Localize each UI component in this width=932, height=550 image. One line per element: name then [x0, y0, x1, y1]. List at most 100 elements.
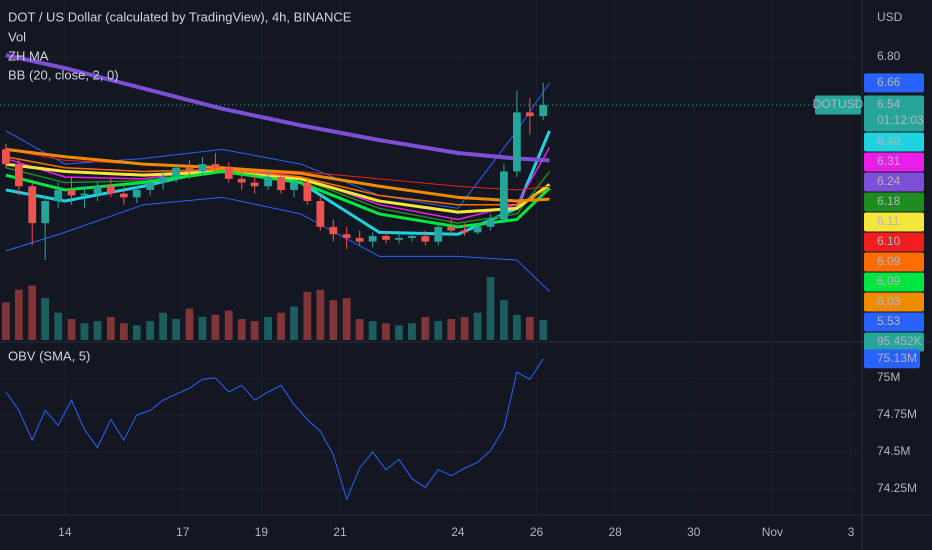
- candle-body: [80, 193, 89, 196]
- indicator-line: [5, 148, 550, 191]
- y-tick-label: 74.5M: [877, 444, 910, 458]
- candle-body: [146, 182, 155, 190]
- volume-bar: [539, 319, 548, 340]
- indicator-line: [5, 155, 550, 206]
- volume: [2, 277, 548, 340]
- y-tick-label: 74.25M: [877, 481, 917, 495]
- price-label-bg: [864, 332, 924, 352]
- volume-bar: [2, 302, 10, 340]
- y-tick-label: 6.80: [877, 49, 901, 63]
- candle-body: [473, 226, 482, 233]
- volume-bar: [28, 285, 37, 340]
- candle-body: [250, 182, 259, 187]
- volume-bar: [290, 306, 298, 340]
- volume-bar: [250, 321, 259, 340]
- volume-bar: [224, 310, 233, 340]
- grid: [0, 0, 862, 515]
- x-tick-label: 3: [848, 525, 855, 539]
- candle-body: [198, 164, 207, 172]
- price-label: 6.40: [877, 134, 901, 148]
- indicator-line: [5, 147, 550, 203]
- volume-bar: [14, 289, 23, 340]
- volume-bar: [185, 308, 194, 340]
- volume-bar: [329, 300, 338, 340]
- candle-body: [316, 201, 325, 227]
- candle-body: [119, 193, 128, 198]
- x-tick-label: 21: [333, 525, 347, 539]
- price-label: 6.11: [877, 214, 900, 228]
- candle-body: [382, 236, 390, 240]
- volume-bar: [172, 319, 180, 340]
- volume-bar: [264, 316, 272, 340]
- price-label: 6.18: [877, 194, 901, 208]
- price-label-bg: [864, 292, 924, 312]
- y-tick-label: 74.75M: [877, 407, 917, 421]
- candle-body: [264, 177, 272, 187]
- price-label-bg: [864, 252, 924, 272]
- candle-body: [434, 226, 443, 242]
- candle-body: [67, 189, 76, 196]
- price-label: 6.54: [877, 97, 901, 111]
- x-tick-label: 14: [58, 525, 72, 539]
- candle-body: [93, 186, 102, 194]
- price-label: 6.66: [877, 75, 901, 89]
- price-label-bg: [864, 152, 924, 172]
- candle-body: [512, 112, 521, 172]
- candle-body: [460, 230, 469, 233]
- volume-bar: [93, 321, 102, 340]
- price-label-bg: [864, 73, 924, 93]
- x-tick-label: 19: [255, 525, 269, 539]
- volume-bar: [421, 316, 430, 340]
- candle-body: [355, 237, 364, 242]
- volume-bar: [80, 323, 89, 340]
- candle-body: [172, 167, 180, 178]
- candle-body: [525, 112, 534, 117]
- volume-bar: [237, 319, 246, 340]
- price-label: 01:12:03: [877, 113, 924, 127]
- price-label-bg: [864, 95, 924, 132]
- x-tick-label: 17: [176, 525, 190, 539]
- price-label-bg: [864, 312, 924, 332]
- indicator-lines: [0, 53, 862, 292]
- candle-body: [106, 186, 115, 194]
- volume-bar: [41, 298, 50, 340]
- candle-body: [408, 236, 416, 238]
- volume-bar: [277, 312, 285, 340]
- volume-bar: [525, 316, 534, 340]
- volume-bar: [119, 323, 128, 340]
- volume-bar: [132, 325, 141, 340]
- indicator-label: Vol: [8, 29, 26, 44]
- axis-labels: 1417192124262830Nov36.8075.25M75M74.75M7…: [58, 49, 924, 539]
- obv-line: [5, 358, 544, 501]
- candle-body: [14, 164, 23, 187]
- candle-body: [447, 226, 456, 231]
- price-label-bg: [864, 172, 924, 192]
- candle-body: [28, 186, 37, 224]
- volume-bar: [408, 323, 416, 340]
- price-label: 6.24: [877, 174, 901, 188]
- indicator-label: BB (20, close, 2, 0): [8, 67, 119, 82]
- candle-body: [303, 182, 312, 202]
- candle-body: [277, 177, 285, 190]
- candle-body: [395, 237, 403, 240]
- candle-body: [185, 167, 194, 172]
- candle-body: [486, 219, 495, 227]
- indicator-line: [5, 196, 550, 292]
- volume-bar: [395, 325, 403, 340]
- candle-body: [224, 167, 233, 179]
- volume-bar: [368, 321, 377, 340]
- y-tick-label: 75M: [877, 370, 900, 384]
- price-label-bg: [864, 192, 924, 212]
- volume-bar: [486, 277, 495, 340]
- candle-body: [329, 226, 338, 235]
- candle-body: [159, 177, 168, 183]
- candle-body: [368, 236, 377, 242]
- price-label-bg: [864, 272, 924, 292]
- volume-bar: [316, 289, 325, 340]
- x-tick-label: 26: [530, 525, 544, 539]
- candle-body: [41, 201, 50, 224]
- candle-body: [2, 149, 10, 165]
- price-label: 6.10: [877, 234, 901, 248]
- volume-bar: [159, 312, 168, 340]
